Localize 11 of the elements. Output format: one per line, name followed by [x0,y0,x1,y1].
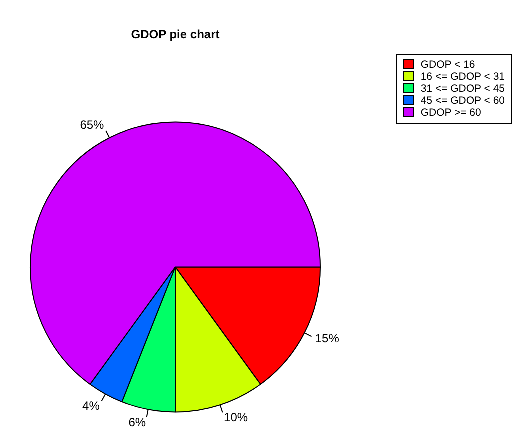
legend-label: 45 <= GDOP < 60 [420,95,505,107]
data-label: 10% [224,410,248,425]
data-label: 65% [80,118,105,132]
data-label: 4% [82,398,100,413]
data-label: 15% [315,332,340,346]
legend-label: 31 <= GDOP < 45 [420,83,505,95]
data-label: 6% [128,416,146,430]
chart-title: GDOP pie chart [131,28,220,42]
legend-label: GDOP >= 60 [420,107,482,119]
legend-label: 16 <= GDOP < 31 [420,71,505,83]
legend-label: GDOP < 16 [420,59,476,71]
